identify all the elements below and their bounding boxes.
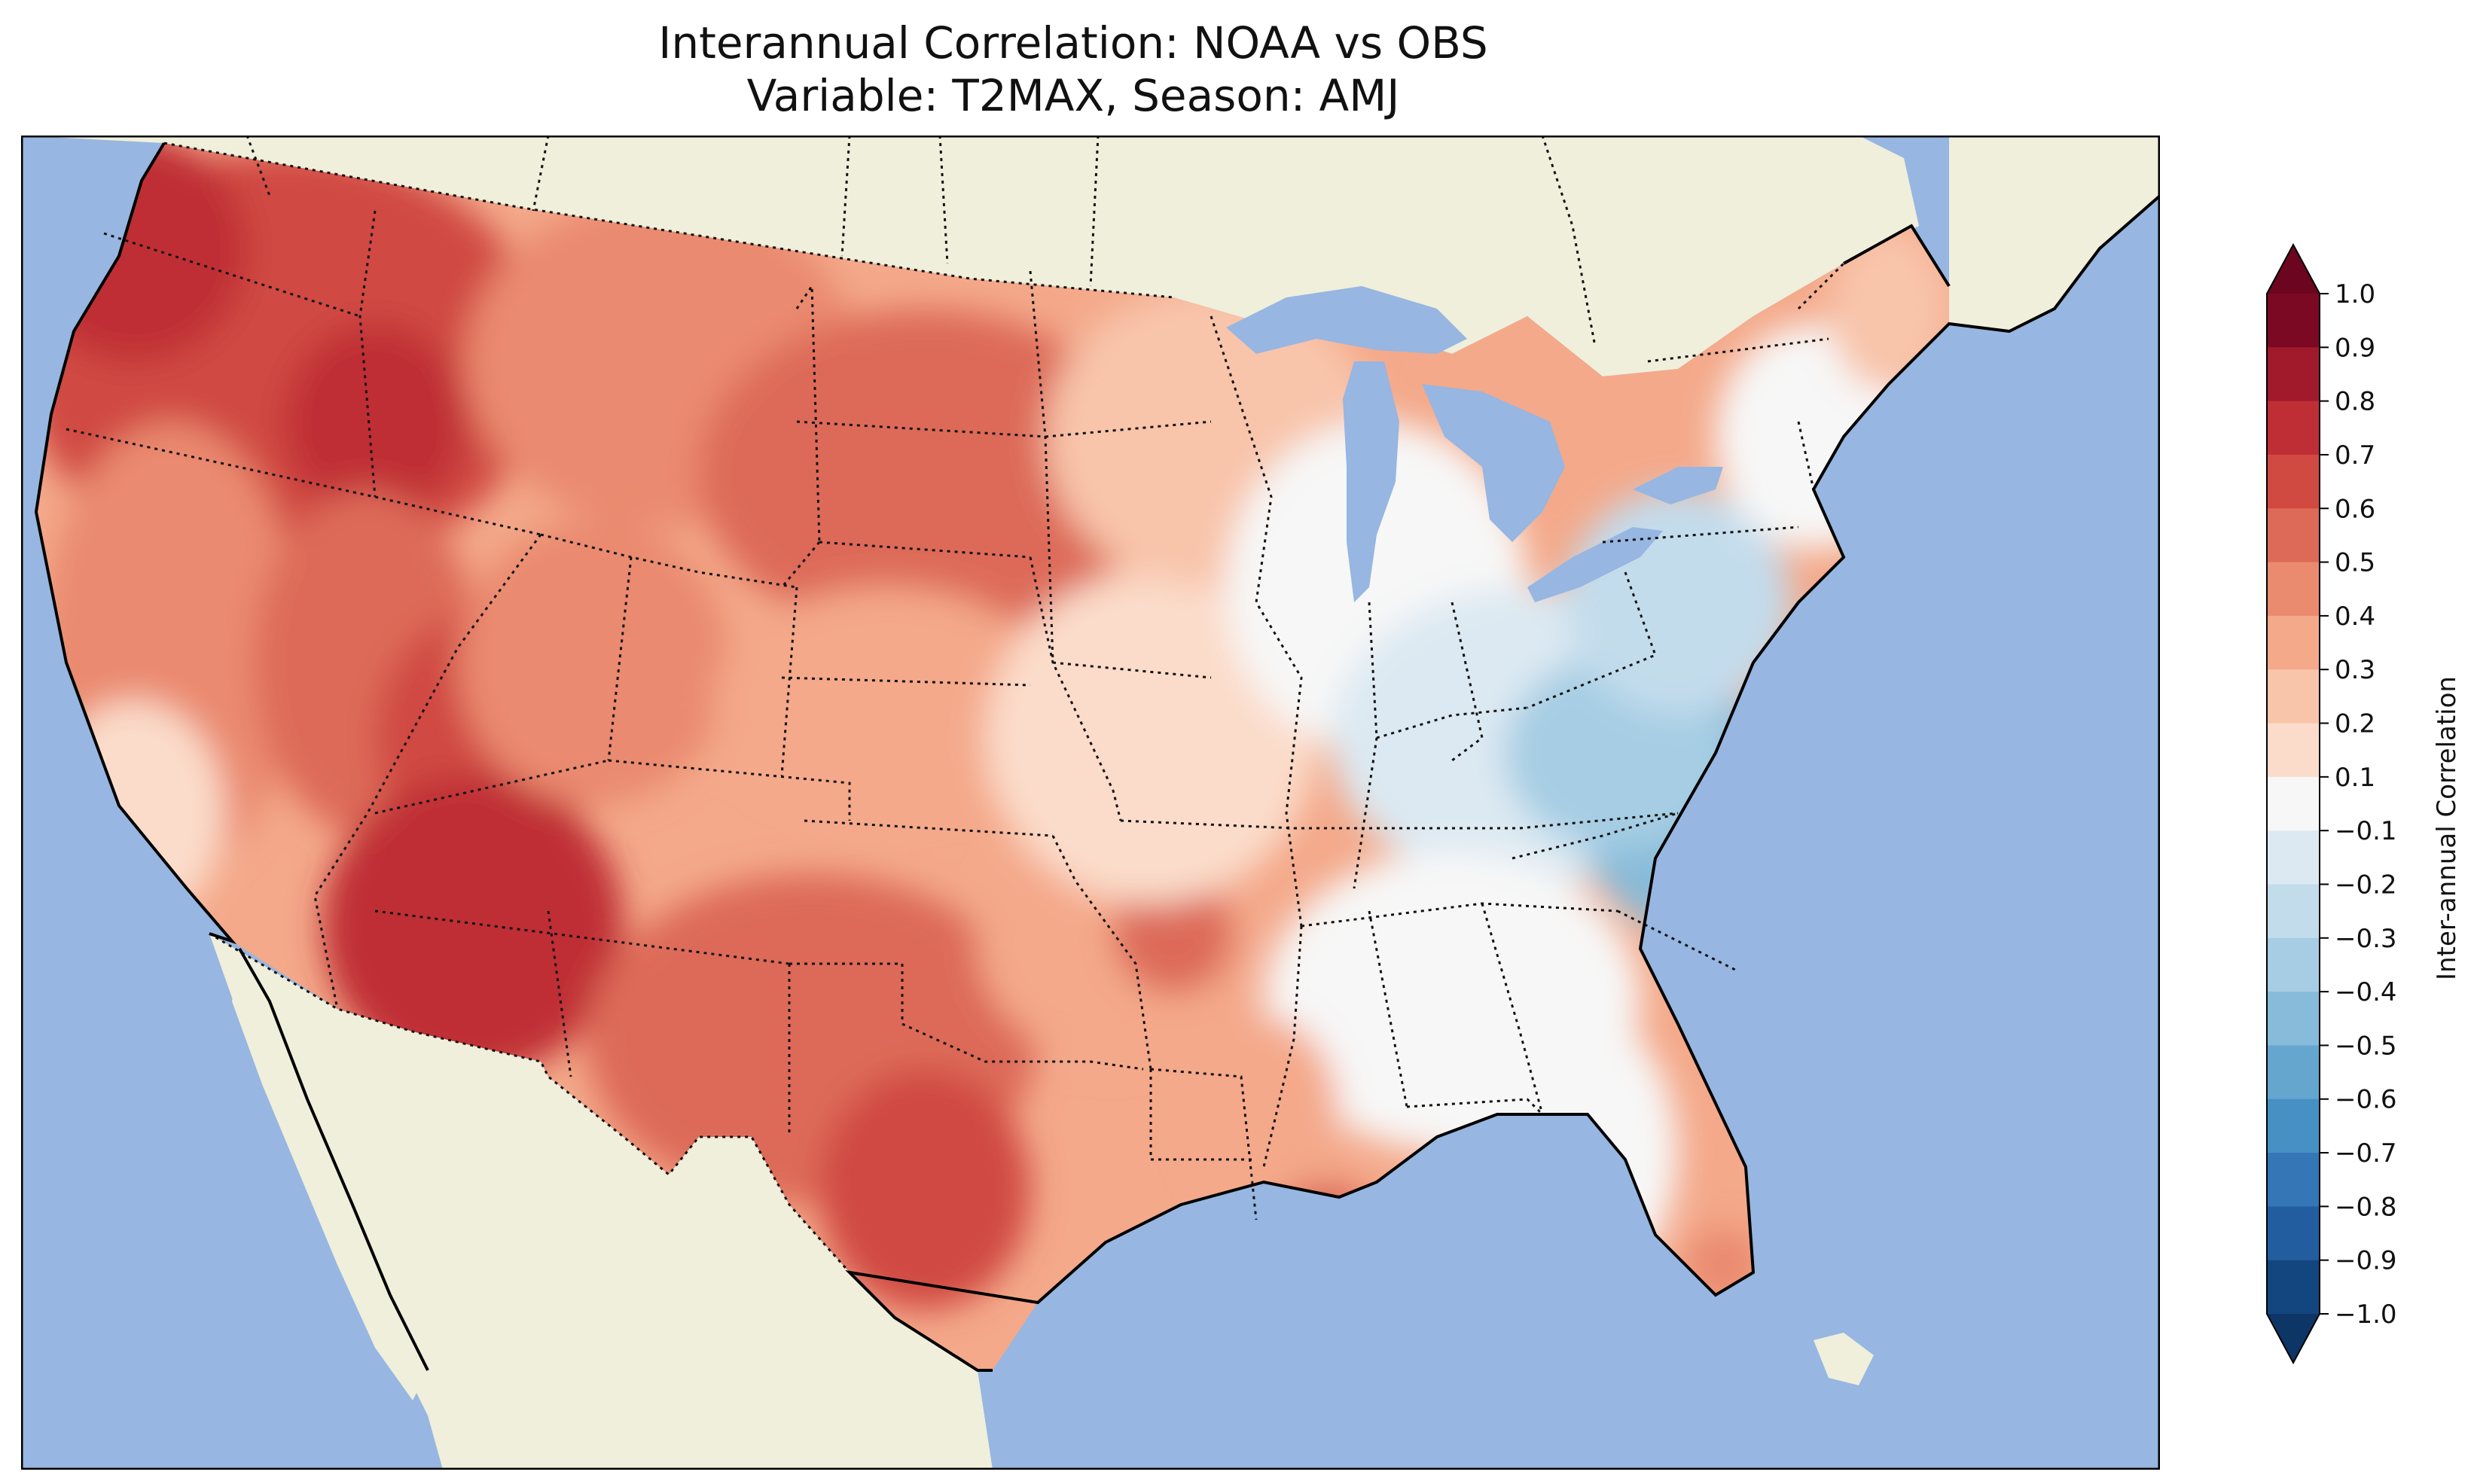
colorbar-swatch xyxy=(2267,776,2320,831)
colorbar-swatch xyxy=(2267,1099,2320,1153)
colorbar-tick-label: −0.8 xyxy=(2335,1192,2397,1222)
great-lakes xyxy=(1226,286,1723,602)
colorbar-swatch xyxy=(2267,1153,2320,1207)
state-borders xyxy=(66,210,1829,1220)
colorbar-tick-label: −0.5 xyxy=(2335,1031,2397,1061)
colorbar-swatch xyxy=(2267,723,2320,778)
lake-huron xyxy=(1422,384,1565,542)
colorbar-swatch xyxy=(2267,669,2320,724)
colorbar-tick-label: −1.0 xyxy=(2335,1300,2397,1330)
colorbar-swatch xyxy=(2267,562,2320,617)
colorbar-tick-label: −0.2 xyxy=(2335,870,2397,900)
colorbar-label: Inter-annual Correlation xyxy=(2432,676,2462,980)
colorbar-tick-label: 1.0 xyxy=(2335,279,2375,309)
colorbar-extend-min xyxy=(2267,1314,2320,1363)
correlation-map xyxy=(21,136,2160,1470)
coastlines xyxy=(34,142,2160,1372)
colorbar-tick-label: 0.4 xyxy=(2335,602,2375,632)
colorbar-swatch xyxy=(2267,401,2320,456)
colorbar-tick-label: 0.3 xyxy=(2335,655,2375,685)
colorbar-tick-label: 0.6 xyxy=(2335,494,2375,524)
colorbar-tick-label: 0.7 xyxy=(2335,440,2375,471)
country-borders xyxy=(163,136,1845,1372)
title-line-1: Interannual Correlation: NOAA vs OBS xyxy=(658,17,1488,69)
lake-michigan xyxy=(1343,361,1399,602)
colorbar-tick-label: 0.8 xyxy=(2335,387,2375,417)
lake-erie xyxy=(1527,527,1663,602)
colorbar-tick-label: −0.9 xyxy=(2335,1246,2397,1276)
colorbar-tick-label: 0.9 xyxy=(2335,333,2375,363)
colorbar-swatch xyxy=(2267,454,2320,509)
colorbar-tick-label: 0.1 xyxy=(2335,763,2375,793)
colorbar-swatch xyxy=(2267,294,2320,348)
colorbar-swatch xyxy=(2267,1045,2320,1100)
colorbar-swatch xyxy=(2267,1260,2320,1315)
lake-ontario xyxy=(1633,467,1723,504)
colorbar-extend-max xyxy=(2267,245,2320,294)
cuba-island xyxy=(1814,1333,1874,1385)
colorbar-swatch xyxy=(2267,347,2320,402)
map-frame xyxy=(21,136,2160,1470)
colorbar-tick-label: −0.1 xyxy=(2335,816,2397,846)
colorbar-tick-label: −0.6 xyxy=(2335,1085,2397,1115)
colorbar-tick-label: −0.4 xyxy=(2335,977,2397,1007)
colorbar-tick-label: −0.3 xyxy=(2335,924,2397,954)
colorbar-tick-label: −0.7 xyxy=(2335,1138,2397,1169)
colorbar-swatch xyxy=(2267,884,2320,939)
colorbar-ticks: 1.0 0.9 0.8 0.7 0.6 0.5 0.4 0.3 0.2 0.1 −0.1 −0.2 −0… xyxy=(2320,279,2397,1330)
colorbar-swatches xyxy=(2266,242,2320,1365)
colorbar-swatch xyxy=(2267,615,2320,670)
title-line-2: Variable: T2MAX, Season: AMJ xyxy=(746,70,1400,121)
canada-east-land xyxy=(1949,136,2160,331)
colorbar-tick-label: 0.2 xyxy=(2335,709,2375,739)
colorbar-swatch xyxy=(2267,508,2320,563)
colorbar-swatch xyxy=(2267,937,2320,992)
colorbar-swatch xyxy=(2267,992,2320,1047)
colorbar-tick-label: 0.5 xyxy=(2335,548,2375,578)
chart-title: Interannual Correlation: NOAA vs OBS Var… xyxy=(0,17,2146,122)
lake-superior xyxy=(1226,286,1467,354)
baja-peninsula xyxy=(232,949,428,1400)
colorbar-swatch xyxy=(2267,830,2320,885)
colorbar-swatch xyxy=(2267,1206,2320,1261)
